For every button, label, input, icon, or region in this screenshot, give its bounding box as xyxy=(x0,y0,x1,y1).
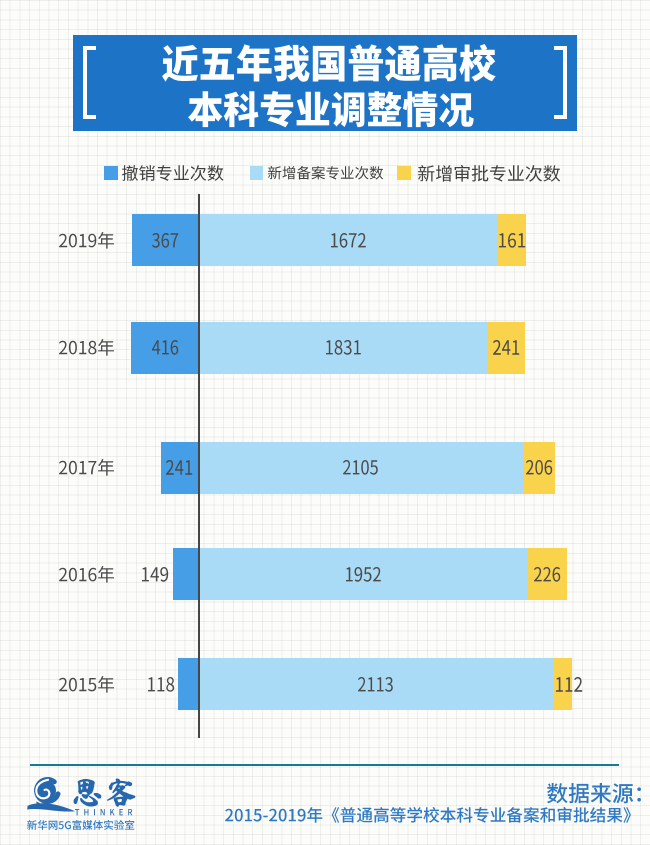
value-149-glyphs xyxy=(141,566,168,582)
value-2017-withdrawn: 241 xyxy=(164,458,194,477)
legend-swatch-3 xyxy=(397,166,411,180)
value-2019-new-registered-glyphs xyxy=(330,232,366,248)
value-2016-new-registered-glyphs xyxy=(345,566,381,582)
bar-2017-new-registered xyxy=(198,441,523,494)
page-title-line2: 本科专业调整情况 xyxy=(186,89,476,129)
bar-2017-withdrawn xyxy=(160,441,199,494)
thinker-logo-latin: THINKER xyxy=(73,807,134,817)
value-112-glyphs xyxy=(555,676,583,692)
legend-label-3: 新增审批专业次数 xyxy=(416,163,562,184)
value-2018-new-approved: 241 xyxy=(491,338,521,357)
logo-subtitle-glyphs xyxy=(27,820,135,831)
left-bracket-icon xyxy=(83,45,96,119)
year-label-2016: 2016年 xyxy=(57,564,116,585)
value-2015-new-registered-glyphs xyxy=(358,676,393,692)
value-2019-new-approved-glyphs xyxy=(498,232,525,248)
legend-label-2-glyphs xyxy=(267,166,384,180)
right-bracket-icon xyxy=(554,45,567,119)
year-label-2016-glyphs xyxy=(59,565,114,583)
thinker-logo-wordmark: 思客 xyxy=(72,777,137,808)
page-title-line2-glyphs xyxy=(188,90,474,128)
axis-baseline xyxy=(197,194,200,738)
year-label-2017: 2017年 xyxy=(57,457,116,478)
thinker-logo-wordmark-glyphs xyxy=(73,778,135,808)
bar-2015-new-registered xyxy=(198,657,553,710)
value-2019-withdrawn-glyphs xyxy=(152,232,179,248)
legend-label-2: 新增备案专业次数 xyxy=(266,164,385,182)
value-112: 112 xyxy=(554,675,584,694)
year-label-2017-glyphs xyxy=(59,459,114,476)
value-2016-new-approved: 226 xyxy=(532,565,562,584)
bar-2019-withdrawn xyxy=(132,213,199,266)
bar-2019-new-registered xyxy=(198,213,498,266)
bar-2018-new-approved xyxy=(487,321,525,374)
source-text: 2015-2019年《普通高等学校本科专业备案和审批结果》 xyxy=(223,805,633,825)
thinker-logo-latin-glyphs xyxy=(74,808,133,816)
page-title-line1: 近五年我国普通高校 xyxy=(160,42,498,84)
year-label-2019: 2019年 xyxy=(57,230,116,251)
legend-swatch-2 xyxy=(249,166,264,180)
value-2018-new-registered-glyphs xyxy=(325,340,361,355)
source-text-glyphs xyxy=(225,807,632,823)
value-2016-new-registered: 1952 xyxy=(344,565,383,584)
bar-2015-withdrawn xyxy=(178,657,199,710)
legend-label-3-glyphs xyxy=(417,164,560,182)
swirl-highlight xyxy=(35,778,51,800)
bar-2018-new-registered xyxy=(198,321,488,374)
value-2019-new-registered: 1672 xyxy=(329,231,368,250)
value-2017-withdrawn-glyphs xyxy=(166,460,193,475)
thinker-logo-icon xyxy=(27,777,76,812)
year-label-2018-glyphs xyxy=(59,339,114,356)
value-2018-new-approved-glyphs xyxy=(493,340,520,355)
legend-label-1-glyphs xyxy=(122,164,224,181)
value-2017-new-approved-glyphs xyxy=(525,460,552,475)
year-label-2015: 2015年 xyxy=(57,674,116,695)
logo-subtitle: 新华网5G富媒体实验室 xyxy=(25,818,136,832)
value-2016-new-approved-glyphs xyxy=(534,566,561,582)
value-2017-new-approved: 206 xyxy=(524,458,554,477)
value-2018-withdrawn-glyphs xyxy=(151,340,178,355)
legend-swatch-1 xyxy=(104,166,118,180)
year-label-2015-glyphs xyxy=(59,675,114,693)
value-2017-new-registered-glyphs xyxy=(343,460,379,475)
source-label-glyphs xyxy=(547,782,641,804)
value-2015-new-registered: 2113 xyxy=(356,675,395,694)
value-118-glyphs xyxy=(147,676,174,692)
legend-label-1: 撤销专业次数 xyxy=(120,163,226,183)
value-2018-new-registered: 1831 xyxy=(324,338,363,357)
bar-2015-new-approved xyxy=(552,657,572,710)
page-title-line1-glyphs xyxy=(162,44,496,83)
bar-2016-new-approved xyxy=(528,547,567,600)
value-2017-new-registered: 2105 xyxy=(341,458,380,477)
footer-divider xyxy=(30,763,619,766)
bar-2017-new-approved xyxy=(523,441,555,494)
year-label-2018: 2018年 xyxy=(57,337,116,358)
value-2019-new-approved: 161 xyxy=(497,231,527,250)
value-118: 118 xyxy=(146,675,176,694)
value-2019-withdrawn: 367 xyxy=(150,231,180,250)
source-label: 数据来源： xyxy=(545,781,643,805)
value-2018-withdrawn: 416 xyxy=(150,338,180,357)
value-149: 149 xyxy=(140,565,170,584)
year-label-2019-glyphs xyxy=(59,231,114,249)
bar-2016-withdrawn xyxy=(172,547,199,600)
bar-2016-new-registered xyxy=(198,547,528,600)
